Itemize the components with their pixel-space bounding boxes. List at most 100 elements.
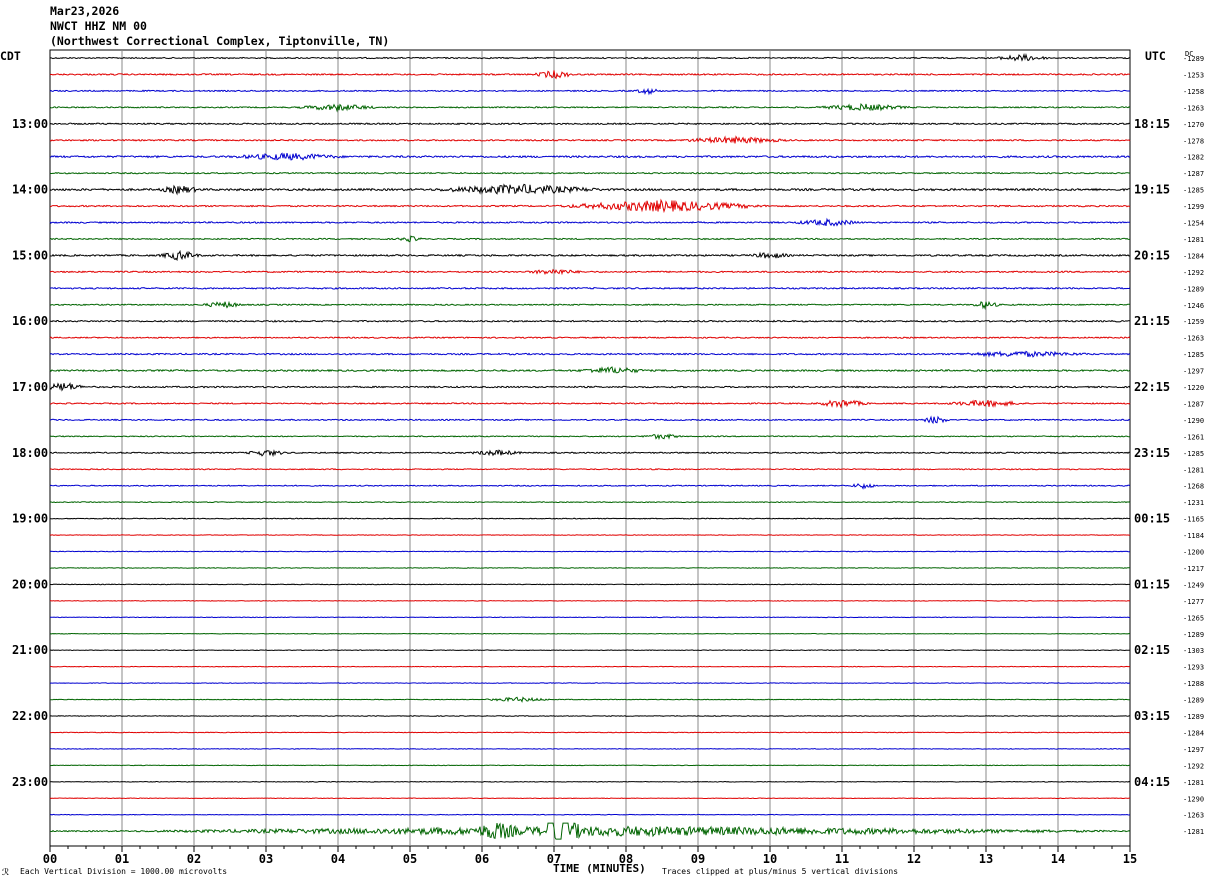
dc-offset-label: -1277	[1183, 598, 1204, 606]
seismic-trace	[49, 433, 1131, 441]
seismic-trace	[49, 682, 1131, 684]
x-tick-label: 09	[691, 852, 705, 866]
seismic-trace	[49, 152, 1131, 161]
seismic-trace	[49, 122, 1131, 126]
dc-offset-label: -1282	[1183, 154, 1204, 162]
dc-offset-label: -1285	[1183, 450, 1204, 458]
dc-offset-label: -1265	[1183, 614, 1204, 622]
seismic-trace	[50, 583, 1131, 586]
seismic-trace	[50, 696, 1131, 703]
seismic-trace	[49, 797, 1131, 800]
seismic-trace	[49, 449, 1131, 458]
dc-offset-label: -1258	[1183, 88, 1204, 96]
dc-offset-label: -1165	[1183, 516, 1204, 524]
left-time-label: 23:00	[12, 775, 48, 789]
x-tick-label: 11	[835, 852, 849, 866]
seismic-trace	[49, 382, 1131, 392]
left-time-label: 20:00	[12, 577, 48, 591]
x-tick-label: 01	[115, 852, 129, 866]
left-time-label: 19:00	[12, 512, 48, 526]
dc-offset-label: -1246	[1183, 302, 1204, 310]
dc-offset-label: -1289	[1183, 55, 1204, 63]
dc-offset-label: -1263	[1183, 812, 1204, 820]
seismic-trace	[49, 249, 1131, 262]
seismic-trace	[49, 399, 1131, 409]
x-axis-title: TIME (MINUTES)	[553, 862, 646, 875]
right-time-label: 02:15	[1134, 643, 1170, 657]
dc-offset-label: -1297	[1183, 368, 1204, 376]
seismic-trace	[49, 813, 1131, 816]
corner-mark: ℛ	[2, 868, 10, 878]
seismic-trace	[49, 468, 1131, 471]
seismic-trace	[49, 632, 1131, 635]
dc-offset-label: -1289	[1183, 631, 1204, 639]
x-tick-label: 10	[763, 852, 777, 866]
right-time-label: 03:15	[1134, 709, 1170, 723]
dc-offset-label: -1297	[1183, 746, 1204, 754]
dc-header: DC	[1185, 50, 1194, 58]
scale-note: Each Vertical Division = 1000.00 microvo…	[20, 867, 228, 876]
dc-offset-label: -1270	[1183, 121, 1204, 129]
dc-offset-label: -1259	[1183, 318, 1204, 326]
header-location: (Northwest Correctional Complex, Tiptonv…	[50, 34, 390, 48]
dc-offset-label: -1292	[1183, 762, 1204, 770]
dc-offset-label: -1231	[1183, 499, 1204, 507]
x-tick-label: 02	[187, 852, 201, 866]
left-time-label: 16:00	[12, 314, 48, 328]
dc-offset-label: -1287	[1183, 400, 1204, 408]
clip-note: Traces clipped at plus/minus 5 vertical …	[662, 867, 899, 876]
seismic-trace	[49, 171, 1131, 175]
seismic-trace	[50, 665, 1131, 668]
seismic-trace	[49, 319, 1131, 323]
x-tick-label: 06	[475, 852, 489, 866]
seismic-trace	[49, 649, 1131, 652]
right-timezone-label: UTC	[1145, 49, 1166, 63]
dc-offset-label: -1261	[1183, 433, 1204, 441]
right-time-label: 01:15	[1134, 577, 1170, 591]
dc-offset-label: -1284	[1183, 252, 1204, 260]
header-date: Mar23,2026	[50, 4, 120, 18]
dc-offset-label: -1278	[1183, 137, 1204, 145]
right-time-label: 18:15	[1134, 117, 1170, 131]
left-timezone-label: CDT	[0, 49, 21, 63]
seismic-trace	[49, 103, 1131, 113]
dc-offset-label: -1220	[1183, 384, 1204, 392]
dc-offset-label: -1289	[1183, 713, 1204, 721]
seismic-trace	[49, 350, 1131, 358]
left-time-label: 13:00	[12, 117, 48, 131]
seismic-trace	[49, 217, 1131, 227]
dc-offset-label: -1217	[1183, 565, 1204, 573]
dc-offset-label: -1284	[1183, 729, 1204, 737]
dc-offset-label: -1293	[1183, 664, 1204, 672]
dc-offset-label: -1288	[1183, 680, 1204, 688]
seismic-trace	[49, 731, 1131, 734]
x-tick-label: 04	[331, 852, 345, 866]
left-time-label: 18:00	[12, 446, 48, 460]
seismic-trace	[49, 336, 1131, 339]
left-time-label: 22:00	[12, 709, 48, 723]
right-time-label: 22:15	[1134, 380, 1170, 394]
x-tick-label: 13	[979, 852, 993, 866]
dc-offset-label: -1281	[1183, 466, 1204, 474]
dc-offset-label: -1292	[1183, 269, 1204, 277]
seismic-trace	[49, 268, 1131, 276]
seismic-trace	[49, 415, 1131, 425]
right-time-label: 00:15	[1134, 512, 1170, 526]
plot-frame	[49, 49, 1131, 847]
seismic-trace	[49, 482, 1131, 490]
seismic-trace	[49, 135, 1131, 145]
seismic-trace	[49, 235, 1131, 243]
dc-offset-label: -1289	[1183, 285, 1204, 293]
seismic-trace	[49, 286, 1131, 290]
dc-offset-label: -1268	[1183, 483, 1204, 491]
dc-offset-label: -1299	[1183, 203, 1204, 211]
seismic-trace	[49, 715, 1131, 717]
right-time-label: 04:15	[1134, 775, 1170, 789]
left-time-label: 14:00	[12, 183, 48, 197]
right-time-label: 19:15	[1134, 183, 1170, 197]
dc-offset-label: -1200	[1183, 549, 1204, 557]
dc-offset-label: -1281	[1183, 828, 1204, 836]
x-tick-label: 05	[403, 852, 417, 866]
left-time-label: 15:00	[12, 248, 48, 262]
seismic-trace	[49, 300, 1131, 311]
